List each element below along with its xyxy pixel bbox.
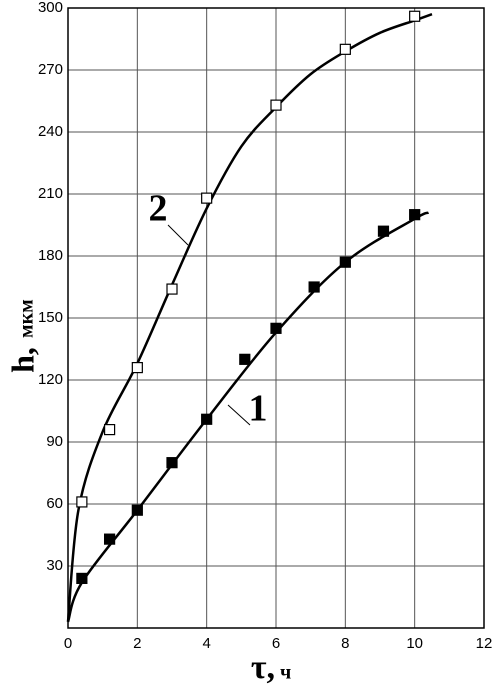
y-tick-label: 120	[38, 371, 63, 388]
data-point	[131, 504, 143, 516]
fit-curve	[66, 211, 430, 623]
fit-curve	[66, 13, 433, 622]
y-tick-label: 30	[46, 557, 63, 574]
data-point	[339, 43, 351, 55]
y-tick-label: 300	[38, 0, 63, 16]
y-tick-label: 60	[46, 495, 63, 512]
series-label: 1	[249, 388, 268, 430]
x-tick-label: 6	[272, 635, 280, 652]
data-point	[339, 256, 351, 268]
data-point	[166, 283, 178, 295]
data-point	[409, 209, 421, 221]
data-point	[201, 413, 213, 425]
y-tick-label: 210	[38, 185, 63, 202]
y-tick-label: 150	[38, 309, 63, 326]
y-tick-label: 180	[38, 247, 63, 264]
x-tick-label: 12	[476, 635, 493, 652]
x-axis-title: τ,	[251, 649, 275, 686]
leader-line	[227, 404, 251, 426]
data-point	[103, 424, 116, 436]
data-point	[76, 572, 88, 585]
x-tick-label: 0	[64, 635, 72, 652]
y-tick-label: 240	[38, 123, 63, 140]
data-point	[131, 362, 143, 374]
plot-frame	[67, 7, 485, 629]
x-axis-unit: ч	[280, 662, 291, 684]
y-tick-label: 90	[46, 433, 63, 450]
leader-line	[167, 224, 189, 246]
data-point	[377, 225, 390, 237]
x-tick-label: 2	[133, 635, 141, 652]
y-axis-title: h,	[4, 347, 40, 373]
x-tick-label: 10	[406, 635, 423, 652]
y-axis-unit: мкм	[16, 299, 38, 338]
y-tick-label: 270	[38, 61, 63, 78]
y-axis-title-group: h, мкм	[4, 299, 40, 373]
data-point	[270, 322, 282, 334]
data-point	[166, 457, 178, 469]
data-point	[409, 10, 421, 22]
data-point	[239, 353, 251, 365]
data-point	[76, 496, 88, 508]
x-tick-label: 4	[202, 635, 210, 652]
series-label: 2	[149, 188, 168, 230]
data-point	[201, 192, 213, 204]
data-point	[308, 281, 320, 293]
data-point	[103, 533, 116, 545]
data-point	[270, 99, 282, 111]
x-tick-label: 8	[341, 635, 349, 652]
